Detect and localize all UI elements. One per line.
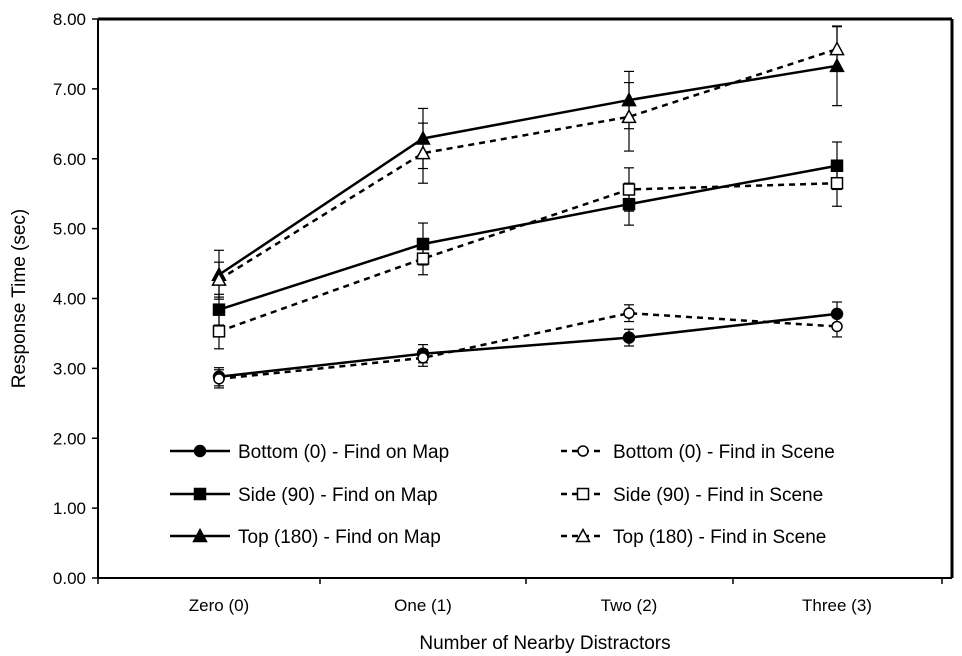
series-4 bbox=[211, 25, 845, 300]
data-point bbox=[212, 325, 226, 338]
legend-item: Bottom (0) - Find in Scene bbox=[561, 442, 835, 463]
series-line bbox=[218, 64, 838, 276]
legend-swatch-marker bbox=[576, 487, 590, 501]
x-tick-label: One (1) bbox=[394, 596, 452, 615]
legend-swatch-marker bbox=[193, 444, 207, 458]
data-point bbox=[415, 145, 431, 160]
series-3 bbox=[212, 159, 844, 350]
x-tick-label: Zero (0) bbox=[189, 596, 249, 615]
legend-label: Bottom (0) - Find on Map bbox=[238, 442, 449, 463]
y-tick-label: 7.00 bbox=[53, 80, 86, 99]
legend-swatch-marker bbox=[577, 445, 589, 457]
series-0 bbox=[212, 301, 844, 387]
legend-label: Top (180) - Find in Scene bbox=[613, 527, 826, 548]
y-tick-label: 5.00 bbox=[53, 220, 86, 239]
x-tick-label: Three (3) bbox=[802, 596, 872, 615]
legend-item: Top (180) - Find in Scene bbox=[561, 527, 826, 548]
legend-item: Top (180) - Find on Map bbox=[170, 527, 441, 548]
legend: Bottom (0) - Find on Map Bottom (0) - Fin… bbox=[170, 442, 835, 548]
data-point bbox=[622, 331, 636, 344]
data-point bbox=[829, 40, 845, 56]
legend-swatch-marker bbox=[192, 527, 208, 543]
x-axis: Zero (0) One (1) Two (2) Three (3) bbox=[97, 578, 943, 615]
y-tick-label: 6.00 bbox=[53, 150, 86, 169]
y-tick-label: 0.00 bbox=[53, 569, 86, 588]
series-line bbox=[218, 312, 838, 379]
legend-item: Side (90) - Find on Map bbox=[170, 485, 438, 506]
series-line bbox=[218, 47, 838, 281]
data-point bbox=[417, 352, 429, 364]
y-axis-title: Response Time (sec) bbox=[9, 209, 30, 389]
legend-label: Side (90) - Find in Scene bbox=[613, 485, 823, 506]
series-2 bbox=[212, 141, 844, 326]
data-point bbox=[213, 373, 225, 385]
legend-item: Side (90) - Find in Scene bbox=[561, 485, 823, 506]
legend-label: Side (90) - Find on Map bbox=[238, 485, 438, 506]
y-tick-label: 1.00 bbox=[53, 499, 86, 518]
y-tick-label: 8.00 bbox=[53, 10, 86, 29]
legend-item: Bottom (0) - Find on Map bbox=[170, 442, 449, 463]
y-tick-label: 4.00 bbox=[53, 290, 86, 309]
x-axis-title: Number of Nearby Distractors bbox=[419, 633, 670, 654]
series-line bbox=[218, 164, 838, 311]
data-point bbox=[621, 108, 637, 124]
data-point bbox=[831, 320, 843, 333]
y-tick-label: 2.00 bbox=[53, 429, 86, 448]
legend-swatch-marker bbox=[575, 527, 591, 543]
series-layer bbox=[211, 25, 845, 389]
data-point bbox=[416, 252, 430, 265]
data-point bbox=[623, 307, 635, 319]
x-tick-label: Two (2) bbox=[601, 596, 658, 615]
legend-label: Bottom (0) - Find in Scene bbox=[613, 442, 835, 463]
y-tick-label: 3.00 bbox=[53, 359, 86, 378]
legend-swatch-marker bbox=[193, 487, 207, 501]
data-point bbox=[211, 271, 227, 286]
series-5 bbox=[211, 26, 845, 298]
data-point bbox=[830, 176, 844, 190]
series-line bbox=[218, 181, 838, 333]
y-axis: 0.00 1.00 2.00 3.00 4.00 5.00 6.00 7.00 8.00 bbox=[53, 10, 98, 588]
series-line bbox=[218, 311, 838, 381]
data-point bbox=[622, 183, 636, 196]
legend-label: Top (180) - Find on Map bbox=[238, 527, 441, 548]
series-1 bbox=[213, 304, 843, 389]
